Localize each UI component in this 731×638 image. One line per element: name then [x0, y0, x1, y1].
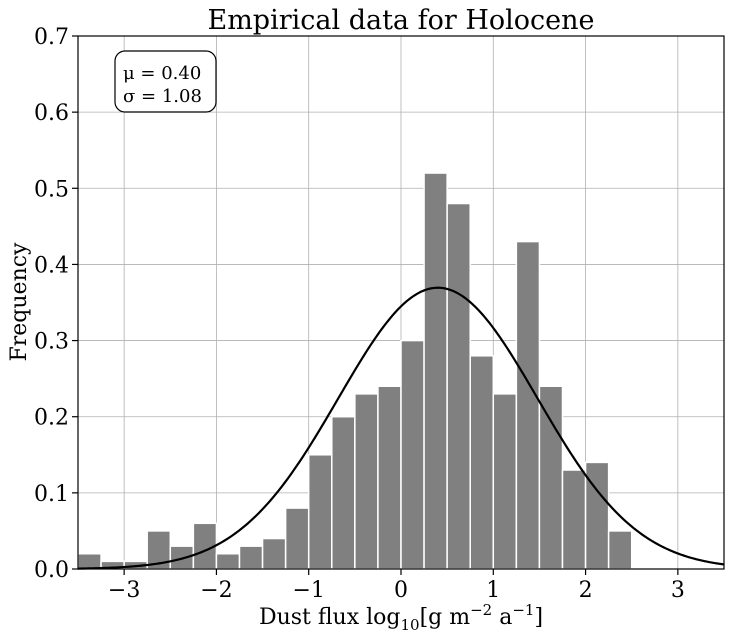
histogram-bar	[607, 530, 633, 570]
y-tick-label: 0.4	[34, 253, 69, 278]
fit-layer	[77, 286, 725, 570]
y-tick-label: 0.5	[34, 177, 69, 202]
x-axis-label: Dust flux log10[g m−2 a−1]	[259, 601, 543, 634]
x-tick-label: −1	[292, 578, 324, 603]
grid-layer	[78, 35, 724, 570]
y-tick-label: 0.1	[34, 482, 69, 507]
stats-box-frame	[114, 50, 217, 113]
histogram-bar	[238, 545, 264, 570]
histogram-bar	[515, 240, 541, 570]
histogram-bar	[561, 469, 587, 570]
x-tick-label: −2	[200, 578, 232, 603]
x-tick-label: −3	[108, 578, 140, 603]
histogram-bar	[400, 339, 425, 570]
x-tick-label: 0	[394, 578, 408, 603]
y-tick-label: 0.7	[34, 25, 69, 50]
y-tick-label: 0.0	[34, 558, 69, 583]
histogram-bar	[492, 393, 518, 570]
chart-title: Empirical data for Holocene	[207, 5, 594, 36]
histogram-bar	[77, 553, 102, 570]
normal-fit-curve	[77, 286, 725, 570]
ticks-layer: −3 −2 −1 0 1 2 3 0.0 0.1 0.2 0.3 0.4 0.5 0.6 0.7	[34, 25, 685, 603]
histogram-bar	[331, 415, 356, 570]
histogram-bar	[354, 393, 379, 570]
y-tick-label: 0.6	[34, 101, 69, 126]
stats-box: μ = 0.40 σ = 1.08	[114, 50, 217, 113]
histogram-bar	[423, 172, 448, 570]
x-tick-label: 3	[671, 578, 685, 603]
y-axis-label: Frequency	[7, 242, 32, 362]
x-tick-label: 2	[579, 578, 593, 603]
stats-sigma-label: σ = 1.08	[123, 86, 202, 107]
histogram-bar	[261, 537, 287, 570]
histogram-bar	[538, 385, 564, 570]
y-tick-label: 0.2	[34, 406, 69, 431]
y-tick-label: 0.3	[34, 330, 69, 355]
x-tick-label: 1	[486, 578, 500, 603]
histogram-bar	[446, 202, 471, 570]
histogram-bar	[377, 385, 402, 570]
histogram-bar	[469, 355, 495, 570]
stats-mu-label: μ = 0.40	[123, 63, 201, 84]
histogram-bar	[284, 507, 310, 570]
histogram-bar	[215, 553, 241, 570]
histogram-bar	[307, 454, 333, 570]
